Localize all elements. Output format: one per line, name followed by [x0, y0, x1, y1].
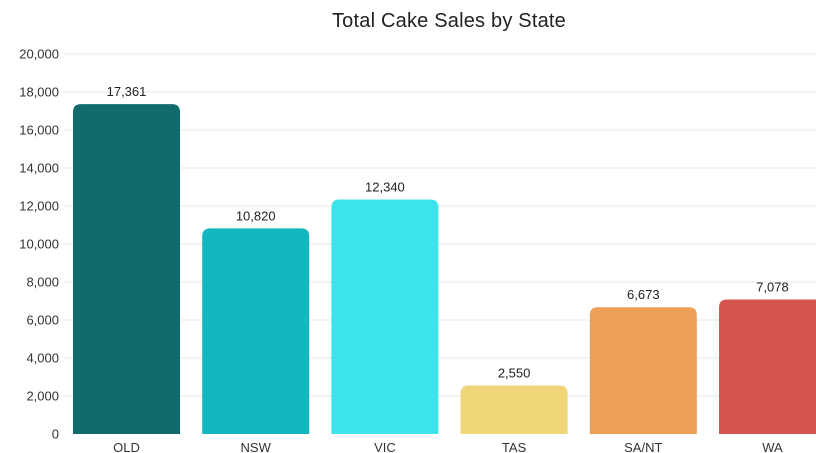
x-tick-label: WA — [762, 440, 783, 453]
y-axis-ticks: 0 2,000 4,000 6,000 8,000 10,000 12,000 14,000 1… — [19, 47, 59, 442]
data-label: 17,361 — [107, 84, 147, 99]
data-label: 12,340 — [365, 180, 405, 195]
y-tick-label: 14,000 — [19, 161, 59, 176]
x-tick-label: OLD — [113, 440, 140, 453]
y-tick-label: 16,000 — [19, 123, 59, 138]
x-tick-label: VIC — [374, 440, 396, 453]
x-axis-ticks: OLD NSW VIC TAS SA/NT WA — [113, 440, 783, 453]
y-tick-label: 20,000 — [19, 47, 59, 62]
x-tick-label: TAS — [502, 440, 527, 453]
data-labels: 17,361 10,820 12,340 2,550 6,673 7,078 — [107, 84, 789, 380]
data-label: 10,820 — [236, 208, 276, 223]
bars — [73, 104, 816, 435]
x-tick-label: SA/NT — [624, 440, 662, 453]
bar-tas — [460, 385, 568, 434]
bar-old — [73, 104, 180, 435]
data-label: 2,550 — [498, 366, 531, 381]
y-tick-label: 4,000 — [26, 351, 59, 366]
y-tick-label: 2,000 — [26, 389, 59, 404]
y-tick-label: 8,000 — [26, 275, 59, 290]
y-tick-label: 0 — [52, 427, 59, 442]
x-tick-label: NSW — [241, 440, 272, 453]
chart-title: Total Cake Sales by State — [331, 10, 566, 32]
data-label: 6,673 — [627, 287, 660, 302]
y-tick-label: 10,000 — [19, 237, 59, 252]
bar-vic — [331, 199, 439, 434]
bar-wa — [719, 299, 816, 434]
bar-nsw — [202, 228, 310, 434]
y-tick-label: 6,000 — [26, 313, 59, 328]
bar-sa-nt — [589, 307, 697, 434]
y-tick-label: 18,000 — [19, 85, 59, 100]
y-tick-label: 12,000 — [19, 199, 59, 214]
data-label: 7,078 — [756, 280, 789, 295]
